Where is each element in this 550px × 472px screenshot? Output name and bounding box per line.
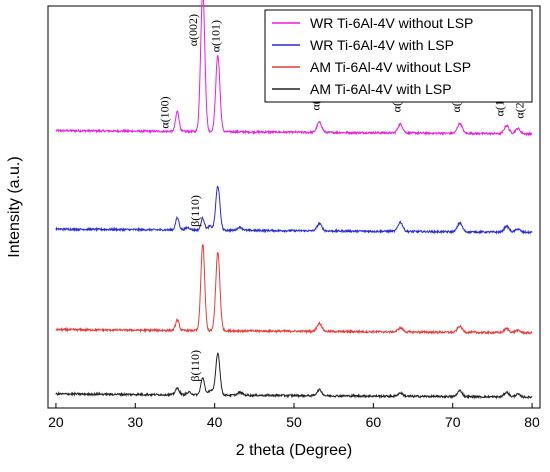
peak-label: α(002) [186, 14, 200, 46]
legend-label: AM Ti-6Al-4V with LSP [310, 81, 452, 97]
peak-label: α(101) [208, 20, 222, 52]
series-line-3 [55, 243, 533, 336]
x-axis-label: 2 theta (Degree) [236, 442, 353, 459]
series-layer [55, 0, 533, 400]
x-tick-label: 60 [366, 414, 382, 430]
series-line-1 [55, 0, 533, 137]
x-tick-label: 70 [445, 414, 461, 430]
x-tick-label: 40 [207, 414, 223, 430]
x-tick-label: 80 [524, 414, 540, 430]
series-line-4 [55, 352, 533, 400]
legend-box [264, 9, 533, 103]
peak-label: α(100) [158, 96, 172, 128]
peak-label: β(110) [188, 350, 202, 382]
series-line-2 [55, 185, 533, 235]
legend-label: AM Ti-6Al-4V without LSP [310, 59, 471, 75]
legend-label: WR Ti-6Al-4V without LSP [310, 15, 473, 31]
x-tick-label: 30 [128, 414, 144, 430]
x-tick-label: 20 [48, 414, 64, 430]
legend-label: WR Ti-6Al-4V with LSP [310, 37, 454, 53]
y-axis-label: Intensity (a.u.) [6, 156, 23, 257]
x-axis-ticks: 20 30 40 50 60 70 80 [48, 403, 540, 430]
peak-label: β(110) [188, 195, 202, 227]
x-tick-label: 50 [286, 414, 302, 430]
legend: WR Ti-6Al-4V without LSP WR Ti-6Al-4V wit… [264, 9, 533, 103]
